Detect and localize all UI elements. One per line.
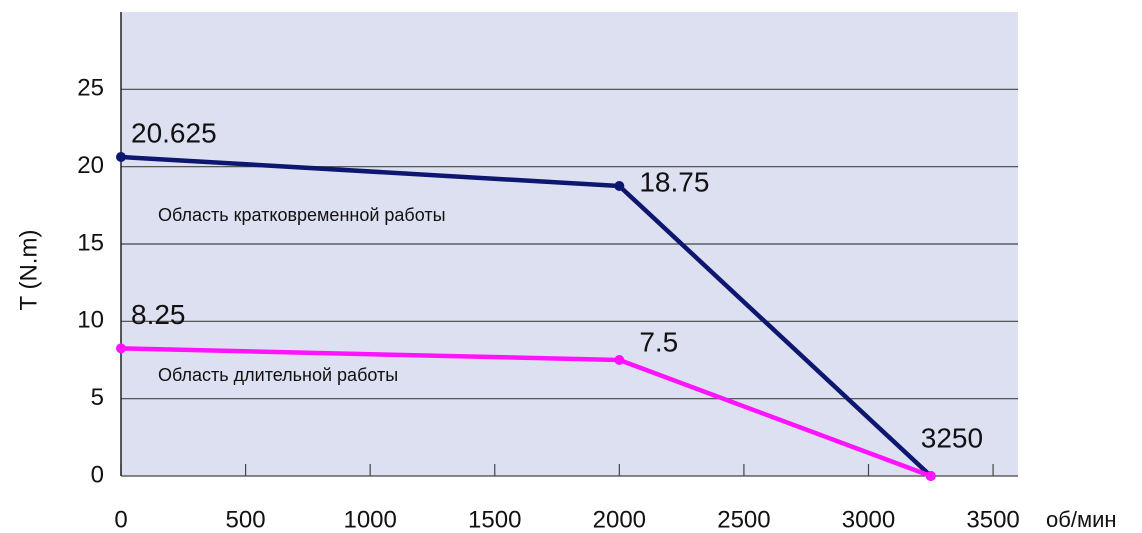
y-tick-label: 15 [77, 229, 104, 256]
data-label: 3250 [921, 422, 983, 453]
y-tick-label: 10 [77, 307, 104, 334]
y-tick-label: 0 [91, 461, 104, 488]
data-label: 18.75 [639, 166, 709, 197]
y-tick-label: 5 [91, 384, 104, 411]
x-tick-label: 1500 [468, 506, 521, 533]
x-tick-label: 2000 [593, 506, 646, 533]
data-label: 7.5 [639, 326, 678, 357]
region-label: Область длительной работы [158, 365, 398, 385]
x-tick-label: 3000 [842, 506, 895, 533]
data-point [614, 181, 625, 191]
y-tick-label: 20 [77, 152, 104, 179]
data-point [614, 355, 625, 365]
region-label: Область кратковременной работы [158, 205, 446, 225]
x-axis-unit: об/мин [1046, 507, 1117, 532]
data-label: 8.25 [131, 299, 186, 330]
data-label: 20.625 [131, 117, 217, 148]
x-tick-label: 3500 [966, 506, 1019, 533]
x-tick-label: 2500 [717, 506, 770, 533]
data-point [116, 343, 126, 354]
data-point [116, 152, 126, 162]
y-axis-title: T (N.m) [15, 230, 42, 311]
x-tick-label: 500 [226, 506, 266, 533]
y-tick-label: 25 [77, 75, 104, 102]
x-tick-label: 1000 [343, 506, 396, 533]
x-tick-label: 0 [114, 506, 127, 533]
data-point [925, 471, 936, 481]
